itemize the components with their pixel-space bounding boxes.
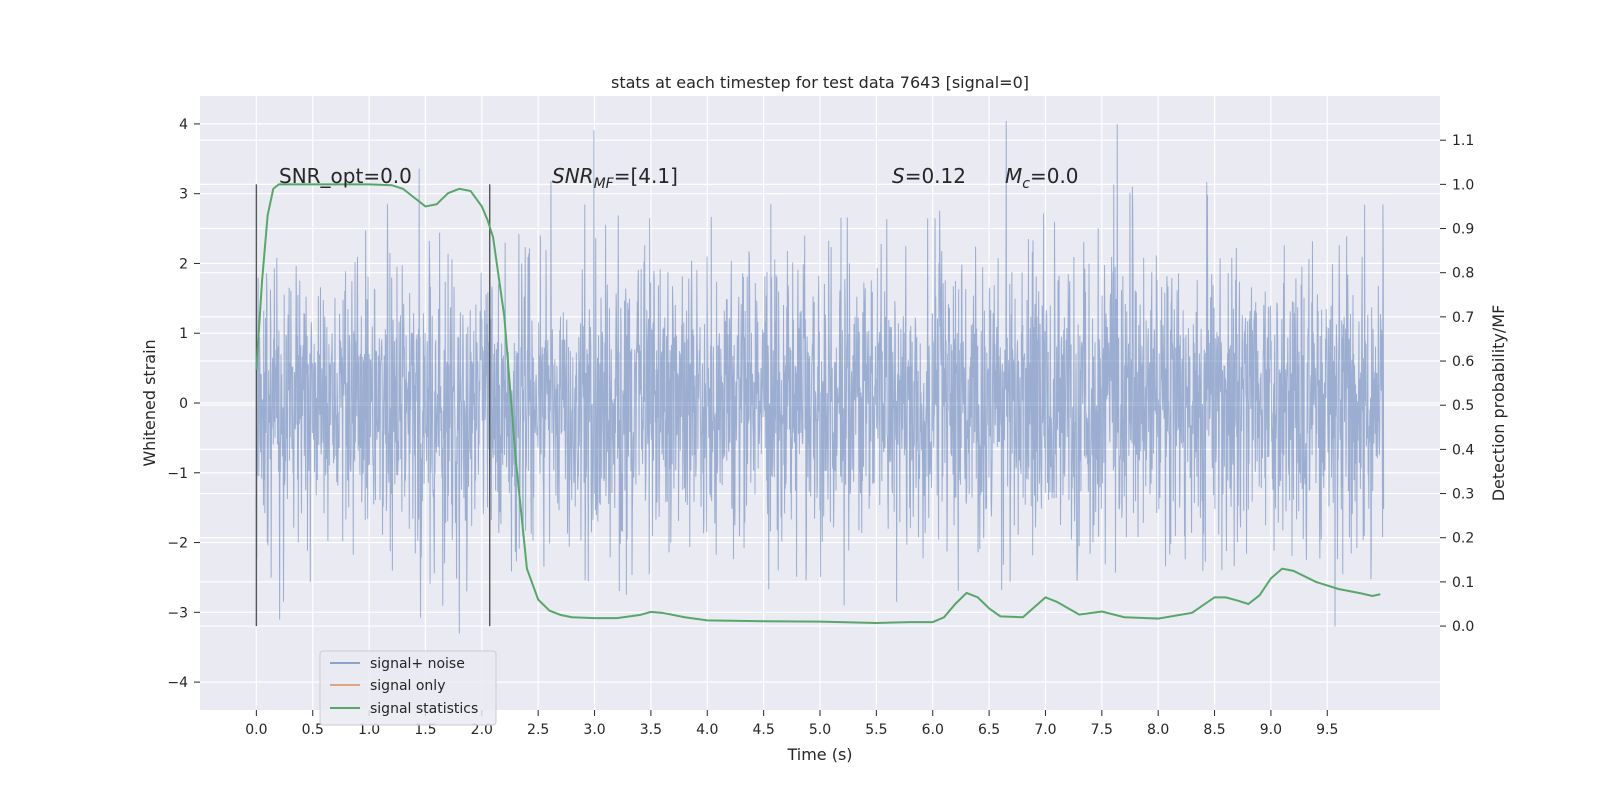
x-tick-label: 7.5 <box>1091 722 1113 738</box>
vertical-markers <box>255 184 491 627</box>
annotation-s-symbol: S <box>892 164 905 188</box>
legend-box <box>319 650 497 726</box>
y-tick-label: −4 <box>167 675 188 691</box>
y-axis-label: Whitened strain <box>140 339 159 466</box>
annotation-snr-opt: SNR_opt=0.0 <box>279 164 412 188</box>
x-tick-label: 4.0 <box>696 722 718 738</box>
x-tick-label: 8.5 <box>1203 722 1225 738</box>
x-tick-label: 8.0 <box>1147 722 1169 738</box>
x-axis-ticks: 0.0 0.5 1.0 1.5 2.0 2.5 3.0 3.5 4.0 4.5 5.0 5.5 6.0 6… <box>245 710 1338 738</box>
y-tick-label: 1 <box>179 326 188 342</box>
x-tick-label: 6.5 <box>978 722 1000 738</box>
signal-statistics-line <box>255 183 1381 624</box>
annotation-s-value: =0.12 <box>905 164 966 188</box>
y-tick-label: −1 <box>167 466 188 482</box>
y-tick-label: 0 <box>179 396 188 412</box>
x-tick-label: 5.5 <box>865 722 887 738</box>
x-tick-label: 1.0 <box>358 722 380 738</box>
annotation-mc-symbol: M <box>1005 164 1022 188</box>
y-tick-label: −2 <box>167 536 188 552</box>
chart-title: stats at each timestep for test data 764… <box>611 73 1029 92</box>
y-tick-label: 4 <box>179 117 188 133</box>
y2-tick-label: 0.5 <box>1452 398 1474 414</box>
y2-tick-label: 0.8 <box>1452 266 1474 282</box>
x-tick-label: 2.0 <box>471 722 493 738</box>
annotation-s: S=0.12 <box>892 164 966 188</box>
x-tick-label: 7.0 <box>1034 722 1056 738</box>
y2-tick-label: 1.0 <box>1452 177 1474 193</box>
annotation-snr-mf-value: =[4.1] <box>614 164 678 188</box>
y2-tick-label: 0.2 <box>1452 531 1474 547</box>
x-tick-label: 5.0 <box>809 722 831 738</box>
y2-tick-label: 0.7 <box>1452 310 1474 326</box>
legend-label-signal-noise: signal+ noise <box>370 656 465 672</box>
annotation-snr-mf-sub: MF <box>594 176 615 192</box>
y2-tick-label: 0.0 <box>1452 619 1474 635</box>
x-tick-label: 9.5 <box>1316 722 1338 738</box>
signal-noise-trace <box>255 120 1385 634</box>
y-tick-label: 2 <box>179 256 188 272</box>
signal-noise-series <box>255 120 1385 634</box>
annotation-mc: Mc=0.0 <box>1005 164 1079 192</box>
annotation-snr-mf: SNRMF=[4.1] <box>552 164 678 192</box>
y2-tick-label: 0.1 <box>1452 575 1474 591</box>
y2-tick-label: 0.4 <box>1452 442 1474 458</box>
x-tick-label: 0.0 <box>245 722 267 738</box>
x-tick-label: 3.0 <box>583 722 605 738</box>
x-tick-label: 4.5 <box>753 722 775 738</box>
y2-axis-label: Detection probability/MF <box>1489 305 1508 502</box>
y-tick-label: 3 <box>179 187 188 203</box>
y2-tick-label: 1.1 <box>1452 133 1474 149</box>
x-tick-label: 9.0 <box>1260 722 1282 738</box>
x-tick-label: 2.5 <box>527 722 549 738</box>
legend-label-signal-only: signal only <box>370 678 445 694</box>
y-tick-label: −3 <box>167 605 188 621</box>
x-tick-label: 1.5 <box>414 722 436 738</box>
y-axis-ticks: 4 3 2 1 0 −1 −2 −3 −4 <box>167 117 200 691</box>
x-tick-label: 3.5 <box>640 722 662 738</box>
y2-tick-label: 0.6 <box>1452 354 1474 370</box>
annotation-mc-sub: c <box>1022 176 1030 192</box>
y2-tick-label: 0.3 <box>1452 487 1474 503</box>
annotation-snr-mf-base: SNR <box>552 164 594 188</box>
x-tick-label: 0.5 <box>302 722 324 738</box>
y2-axis-ticks: 1.1 1.0 0.9 0.8 0.7 0.6 0.5 0.4 0.3 0.2 0.1 0.0 <box>1440 133 1474 635</box>
legend: signal+ noise signal only signal statist… <box>319 650 497 726</box>
annotation-mc-value: =0.0 <box>1030 164 1079 188</box>
y2-tick-label: 0.9 <box>1452 222 1474 238</box>
x-axis-label: Time (s) <box>786 745 852 764</box>
x-tick-label: 6.0 <box>922 722 944 738</box>
legend-label-signal-statistics: signal statistics <box>370 701 478 717</box>
